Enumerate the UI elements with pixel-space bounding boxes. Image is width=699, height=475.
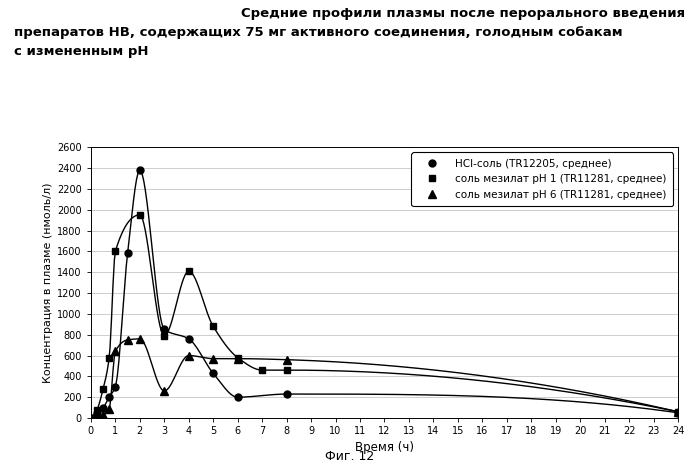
HCl-соль (TR12205, среднее) xyxy=(233,394,242,400)
соль мезилат pH 1 (TR11281, среднее) xyxy=(185,268,193,274)
соль мезилат pH 1 (TR11281, среднее) xyxy=(160,333,168,339)
соль мезилат pH 1 (TR11281, среднее) xyxy=(282,367,291,373)
соль мезилат pH 6 (TR11281, среднее) xyxy=(185,352,193,358)
соль мезилат pH 6 (TR11281, среднее) xyxy=(282,357,291,362)
соль мезилат pH 6 (TR11281, среднее) xyxy=(674,409,682,415)
Line: соль мезилат pH 6 (TR11281, среднее): соль мезилат pH 6 (TR11281, среднее) xyxy=(87,335,682,422)
Legend: HCl-соль (TR12205, среднее), соль мезилат pH 1 (TR11281, среднее), соль мезилат : HCl-соль (TR12205, среднее), соль мезила… xyxy=(412,152,673,206)
HCl-соль (TR12205, среднее) xyxy=(111,384,120,389)
Line: HCl-соль (TR12205, среднее): HCl-соль (TR12205, среднее) xyxy=(87,167,682,421)
соль мезилат pH 6 (TR11281, среднее) xyxy=(111,349,120,354)
соль мезилат pH 6 (TR11281, среднее) xyxy=(105,406,113,411)
HCl-соль (TR12205, среднее) xyxy=(282,391,291,397)
Text: с измененным pH: с измененным pH xyxy=(14,45,148,58)
соль мезилат pH 1 (TR11281, среднее) xyxy=(209,323,217,329)
HCl-соль (TR12205, среднее) xyxy=(674,410,682,416)
Text: Средние профили плазмы после перорального введения: Средние профили плазмы после пероральног… xyxy=(241,7,685,20)
соль мезилат pH 1 (TR11281, среднее) xyxy=(99,386,108,392)
соль мезилат pH 6 (TR11281, среднее) xyxy=(93,414,101,420)
соль мезилат pH 1 (TR11281, среднее) xyxy=(233,355,242,361)
соль мезилат pH 1 (TR11281, среднее) xyxy=(105,355,113,361)
Text: препаратов НВ, содержащих 75 мг активного соединения, голодным собакам: препаратов НВ, содержащих 75 мг активног… xyxy=(14,26,623,39)
соль мезилат pH 6 (TR11281, среднее) xyxy=(209,356,217,361)
соль мезилат pH 1 (TR11281, среднее) xyxy=(111,248,120,254)
HCl-соль (TR12205, среднее) xyxy=(87,415,95,421)
соль мезилат pH 6 (TR11281, среднее) xyxy=(123,337,131,343)
соль мезилат pH 6 (TR11281, среднее) xyxy=(87,415,95,421)
соль мезилат pH 6 (TR11281, среднее) xyxy=(136,336,144,342)
соль мезилат pH 1 (TR11281, среднее) xyxy=(93,407,101,412)
HCl-соль (TR12205, среднее) xyxy=(136,167,144,173)
HCl-соль (TR12205, среднее) xyxy=(105,394,113,400)
соль мезилат pH 1 (TR11281, среднее) xyxy=(674,409,682,415)
HCl-соль (TR12205, среднее) xyxy=(185,336,193,342)
соль мезилат pH 1 (TR11281, среднее) xyxy=(136,212,144,218)
Line: соль мезилат pH 1 (TR11281, среднее): соль мезилат pH 1 (TR11281, среднее) xyxy=(87,211,682,421)
соль мезилат pH 1 (TR11281, среднее) xyxy=(87,415,95,421)
X-axis label: Время (ч): Время (ч) xyxy=(355,440,414,454)
Y-axis label: Концентрация в плазме (нмоль/л): Концентрация в плазме (нмоль/л) xyxy=(43,182,53,383)
соль мезилат pH 6 (TR11281, среднее) xyxy=(160,388,168,394)
соль мезилат pH 1 (TR11281, среднее) xyxy=(258,367,266,373)
HCl-соль (TR12205, среднее) xyxy=(209,370,217,376)
HCl-соль (TR12205, среднее) xyxy=(160,327,168,332)
соль мезилат pH 6 (TR11281, среднее) xyxy=(233,356,242,361)
HCl-соль (TR12205, среднее) xyxy=(93,410,101,416)
HCl-соль (TR12205, среднее) xyxy=(123,251,131,256)
соль мезилат pH 6 (TR11281, среднее) xyxy=(99,412,108,418)
HCl-соль (TR12205, среднее) xyxy=(99,405,108,410)
Text: Фиг. 12: Фиг. 12 xyxy=(325,450,374,463)
